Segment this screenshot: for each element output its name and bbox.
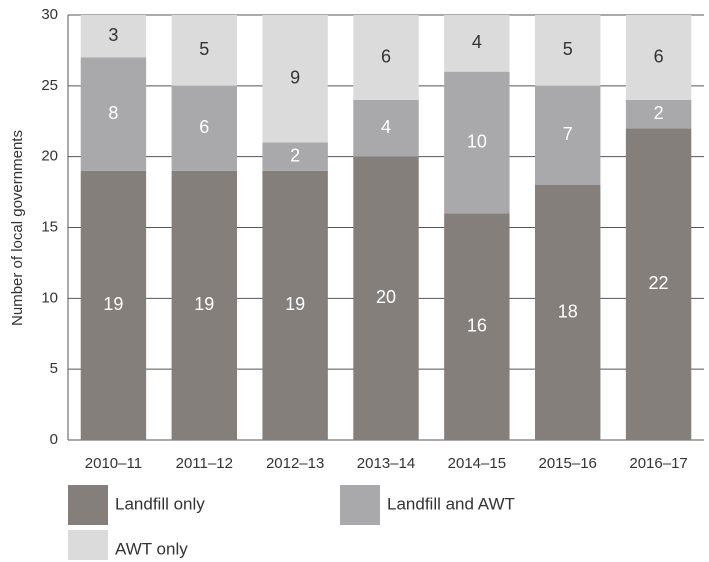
y-tick-label: 5 [50,360,58,377]
value-label: 3 [108,25,118,45]
bar-segment [444,71,510,214]
value-label: 2 [654,103,664,123]
bar-segment [444,213,510,440]
x-tick-label: 2013–14 [357,455,415,472]
legend-swatch [340,485,380,525]
bar-segment [171,170,237,441]
bar-segment [262,15,328,143]
value-label: 5 [199,39,209,59]
bar-segment [444,15,510,72]
value-label: 6 [199,117,209,137]
value-label: 6 [654,46,664,66]
value-label: 9 [290,68,300,88]
bar-segment [353,100,419,157]
bar-segment [535,185,601,440]
bar-segment [262,170,328,441]
y-tick-label: 20 [41,148,58,165]
bar-segment [625,128,692,441]
y-tick-label: 30 [41,6,58,23]
value-label: 19 [103,294,123,314]
value-label: 4 [472,32,482,52]
bar-segment [80,170,147,441]
value-label: 22 [649,273,669,293]
bar-segment [80,57,147,171]
legend-label: AWT only [115,539,188,558]
bar-segment [353,156,419,440]
legend-swatch [68,530,108,560]
x-tick-label: 2016–17 [629,455,687,472]
bar-segment [535,15,601,86]
x-tick-label: 2012–13 [266,455,324,472]
bar-segment [353,15,419,100]
x-tick-label: 2010–11 [85,455,142,472]
y-tick-label: 0 [50,431,58,448]
legend-label: Landfill only [115,494,205,513]
bar-segment [80,15,147,58]
value-label: 4 [381,117,391,137]
bar-segment [535,85,601,185]
y-tick-label: 10 [41,289,58,306]
bar-segment [625,15,692,100]
bar-segment [625,100,692,129]
value-label: 16 [467,315,487,335]
bar-segment [171,15,237,86]
legend-label: Landfill and AWT [387,494,515,513]
x-tick-label: 2011–12 [176,455,233,472]
y-tick-label: 25 [41,77,58,94]
x-tick-label: 2014–15 [448,455,506,472]
bar-segment [262,142,328,171]
value-label: 5 [563,39,573,59]
value-label: 6 [381,46,391,66]
value-label: 18 [558,301,578,321]
value-label: 20 [376,287,396,307]
value-label: 8 [108,103,118,123]
value-label: 10 [467,131,487,151]
value-label: 7 [563,124,573,144]
bar-segment [171,85,237,171]
y-axis-label: Number of local governments [9,130,26,326]
value-label: 2 [290,145,300,165]
x-tick-label: 2015–16 [539,455,597,472]
y-tick-label: 15 [41,218,58,235]
value-label: 19 [194,294,214,314]
value-label: 19 [285,294,305,314]
legend-swatch [68,485,108,525]
